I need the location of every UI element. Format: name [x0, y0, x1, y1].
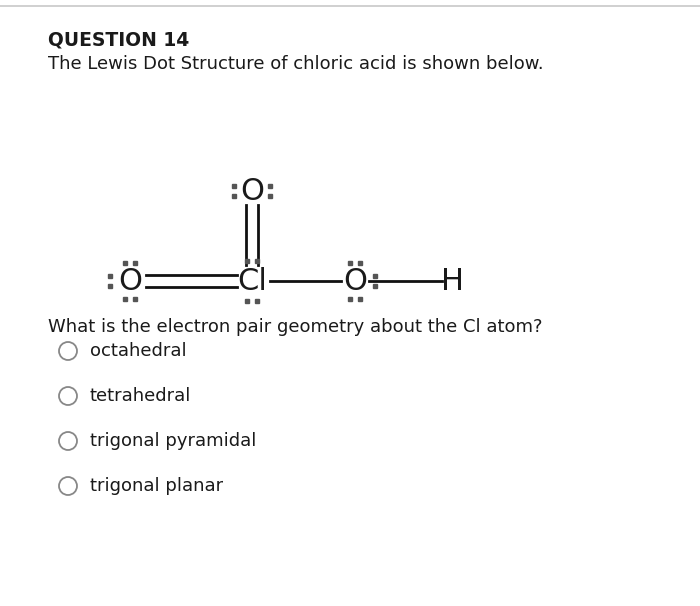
- Text: octahedral: octahedral: [90, 342, 187, 360]
- Text: O: O: [240, 176, 264, 205]
- Text: H: H: [442, 267, 465, 296]
- Text: What is the electron pair geometry about the Cl atom?: What is the electron pair geometry about…: [48, 318, 542, 336]
- Text: O: O: [118, 267, 142, 296]
- Text: trigonal planar: trigonal planar: [90, 477, 223, 495]
- Text: The Lewis Dot Structure of chloric acid is shown below.: The Lewis Dot Structure of chloric acid …: [48, 55, 544, 73]
- Text: tetrahedral: tetrahedral: [90, 387, 191, 405]
- Text: O: O: [343, 267, 367, 296]
- Text: QUESTION 14: QUESTION 14: [48, 30, 189, 49]
- Text: trigonal pyramidal: trigonal pyramidal: [90, 432, 256, 450]
- Text: Cl: Cl: [237, 267, 267, 296]
